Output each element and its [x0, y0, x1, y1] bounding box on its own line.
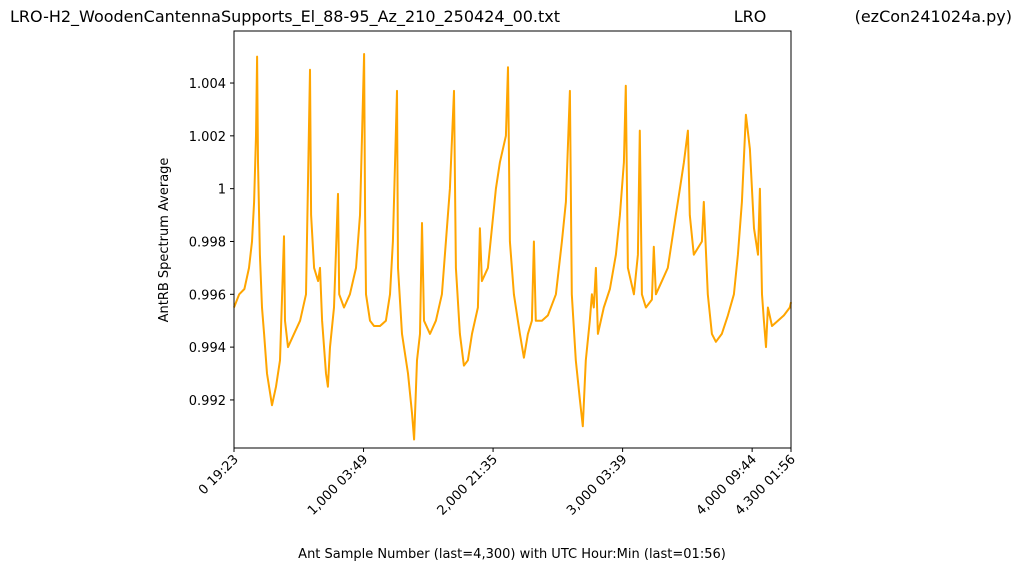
x-tick-label: 3,000 03:39 [564, 452, 630, 518]
line [233, 53, 792, 441]
y-tick-label: 1.004 [189, 77, 226, 92]
y-tick-label: 0.998 [189, 235, 226, 250]
plot-frame [233, 30, 792, 449]
x-tick-label: 1,000 03:49 [305, 452, 371, 518]
y-axis-label: AntRB Spectrum Average [157, 158, 172, 323]
y-tick-label: 0.992 [189, 394, 226, 409]
chart-title: LRO [734, 7, 767, 26]
chart-title: LRO-H2_WoodenCantennaSupports_El_88-95_A… [10, 7, 560, 27]
y-tick-label: 1 [218, 183, 226, 198]
x-tick-label: 0 19:23 [196, 452, 242, 498]
x-tick-label: 2,000 21:35 [435, 452, 501, 518]
x-axis-label: Ant Sample Number (last=4,300) with UTC … [298, 547, 726, 562]
y-tick-label: 1.002 [189, 130, 226, 145]
chart-title: (ezCon241024a.py) [855, 7, 1012, 26]
y-tick-label: 0.996 [189, 288, 226, 303]
y-tick-label: 0.994 [189, 341, 226, 356]
